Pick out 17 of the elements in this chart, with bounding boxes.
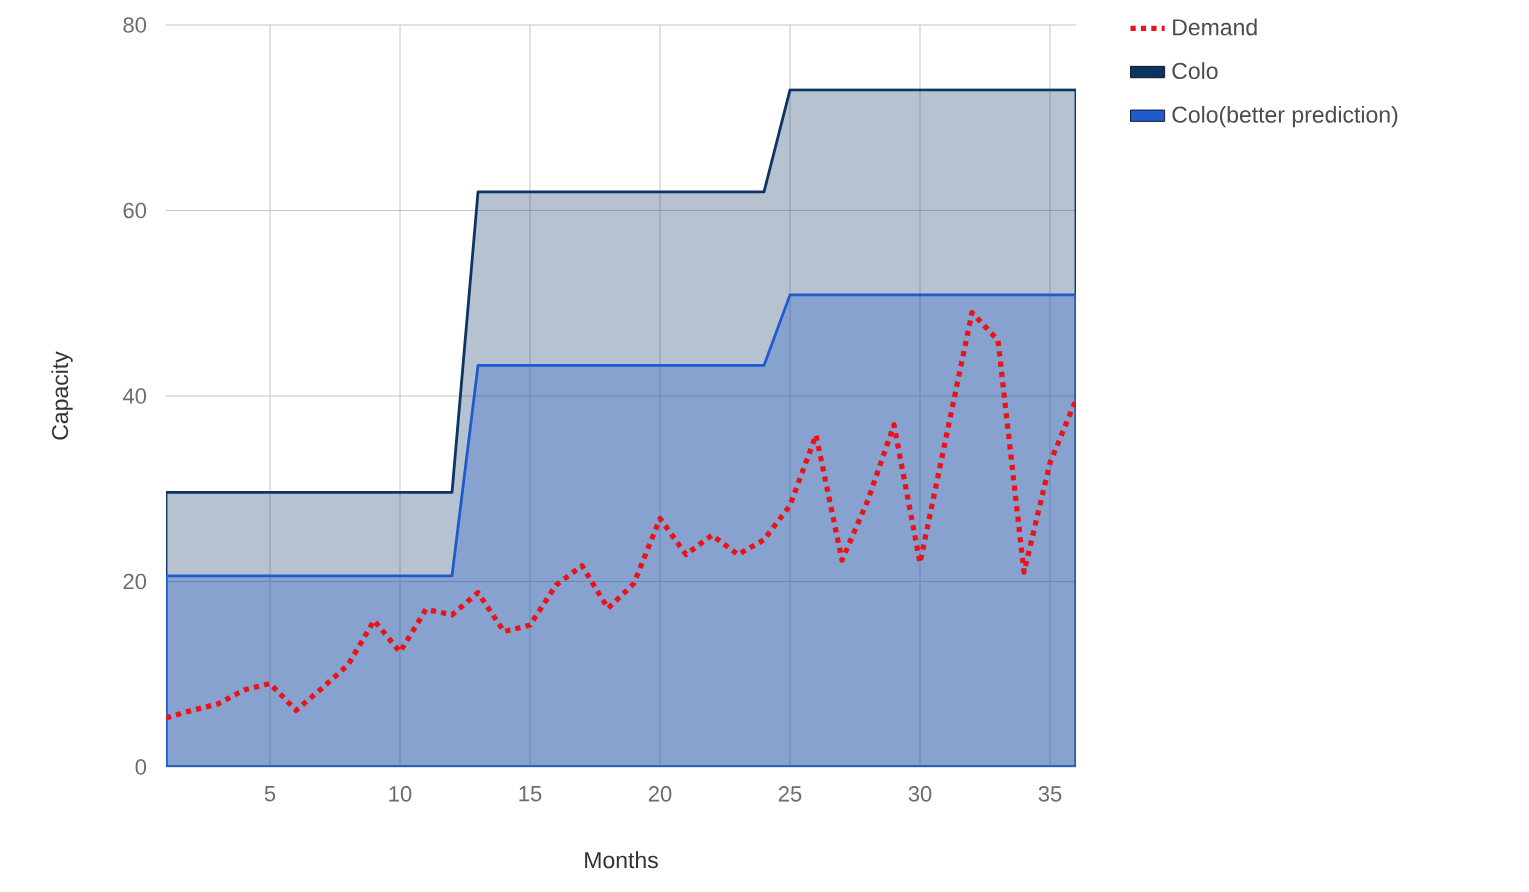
legend-label: Colo	[1172, 62, 1218, 80]
x-tick-label: 5	[264, 786, 276, 802]
x-tick-label: 15	[519, 786, 542, 802]
y-tick-label: 20	[123, 573, 147, 590]
y-tick-label: 0	[135, 759, 147, 775]
legend-label: Demand	[1173, 18, 1257, 36]
y-tick-label: 80	[123, 17, 147, 33]
x-tick-label: 10	[389, 786, 412, 802]
x-axis-title: Months	[585, 851, 658, 869]
y-tick-label: 40	[122, 388, 147, 404]
x-tick-label: 20	[648, 786, 672, 802]
y-axis-title: Capacity	[51, 351, 73, 440]
y-tick-label: 60	[123, 202, 147, 219]
legend-label: Colo(better prediction)	[1172, 105, 1398, 128]
x-tick-label: 30	[908, 786, 932, 802]
x-tick-label: 35	[1038, 786, 1062, 802]
x-tick-label: 25	[778, 786, 802, 802]
